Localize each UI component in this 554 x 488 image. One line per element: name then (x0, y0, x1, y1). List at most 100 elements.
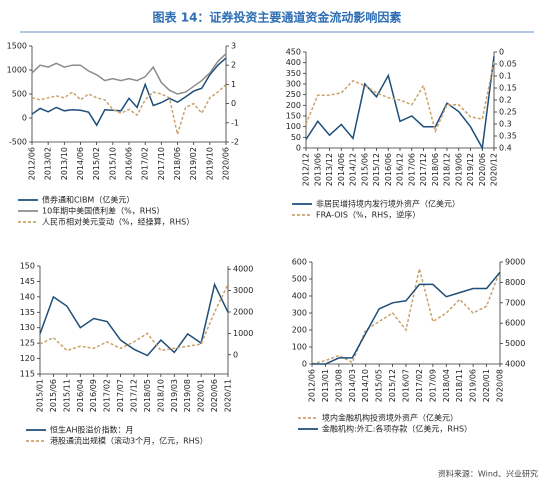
y-tick-label: 140 (20, 292, 35, 301)
x-tick-label: 2013/10 (60, 147, 69, 180)
y2-tick-label: 2 (231, 61, 236, 70)
x-tick-label: 2016/06 (125, 147, 134, 180)
x-tick-label: 2016/12 (396, 153, 405, 186)
y-tick-label: 200 (286, 101, 301, 110)
x-tick-label: 2017/02 (103, 379, 112, 412)
y2-tick-label: 0.15 (499, 84, 517, 93)
x-tick-label: 2016/07 (402, 369, 411, 402)
x-tick-label: 2012/06 (308, 369, 317, 402)
x-tick-label: 2017/06 (407, 153, 416, 186)
legend-label: 债券通和CIBM（亿美元） (42, 195, 134, 205)
x-tick-label: 2016/09 (89, 379, 98, 412)
series-line (312, 271, 501, 365)
source-note: 资料来源：Wind、兴业研究 (438, 469, 538, 479)
x-tick-label: 2014/03 (348, 369, 357, 402)
y-tick-label: 350 (286, 69, 301, 78)
legend-label: 金融机构:外汇:各项存款（亿美元，RHS） (322, 424, 472, 434)
x-tick-label: 2020/06 (210, 379, 219, 412)
x-tick-label: 2017/02 (415, 369, 424, 402)
y2-tick-label: 9000 (505, 258, 525, 267)
y2-tick-label: 0.1 (499, 72, 512, 81)
x-tick-label: 2017/10 (157, 147, 166, 180)
y-tick-label: 300 (292, 309, 307, 318)
x-tick-label: 2015/12 (388, 369, 397, 402)
x-tick-label: 2017/02 (141, 147, 150, 180)
y-tick-label: 100 (286, 122, 301, 131)
x-tick-label: 2015/05 (375, 369, 384, 402)
y2-tick-label: 1 (231, 80, 236, 89)
x-tick-label: 2012/12 (302, 153, 311, 186)
x-tick-label: 2015/10 (108, 147, 117, 180)
figure-title: 图表 14：证券投资主要通道资金流动影响因素 (153, 10, 402, 25)
series-line (305, 61, 495, 134)
x-tick-label: 2017/12 (130, 379, 139, 412)
x-tick-label: 2014/06 (76, 147, 85, 180)
x-tick-label: 2015/01 (36, 379, 45, 412)
x-tick-label: 2020/06 (222, 147, 231, 180)
x-tick-label: 2013/02 (44, 147, 53, 180)
x-tick-label: 2018/06 (173, 147, 182, 180)
series-line (305, 56, 495, 151)
y2-tick-label: 1000 (233, 329, 253, 338)
x-tick-label: 2020/01 (482, 369, 491, 402)
x-tick-label: 2019/03 (170, 379, 179, 412)
y-tick-label: 50 (291, 133, 301, 142)
x-tick-label: 2018/12 (443, 153, 452, 186)
y-tick-label: 500 (12, 90, 27, 99)
legend-label: 境内金融机构投资境外资产（亿美元） (322, 413, 458, 423)
x-tick-label: 2014/10 (361, 369, 370, 402)
legend-label: 10年期中美国债利差（%，RHS） (42, 206, 164, 216)
y-tick-label: 130 (20, 323, 35, 332)
legend-label: FRA-OIS（%，RHS，逆序） (316, 210, 420, 220)
y2-tick-label: 4000 (505, 360, 525, 369)
x-tick-label: 2016/04 (76, 379, 85, 412)
y-tick-label: 0 (22, 114, 27, 123)
y2-tick-label: 0.25 (499, 108, 517, 117)
y2-tick-label: 0.2 (499, 96, 512, 105)
y-tick-label: 125 (20, 339, 35, 348)
x-tick-label: 2019/08 (183, 379, 192, 412)
x-tick-label: 2015/02 (92, 147, 101, 180)
x-tick-label: 2020/08 (496, 369, 505, 402)
x-tick-label: 2020/12 (490, 153, 499, 186)
x-tick-label: 2018/05 (143, 379, 152, 412)
x-tick-label: 2019/12 (466, 153, 475, 186)
x-tick-label: 2013/06 (313, 153, 322, 186)
legend-label: 人民币相对美元变动（%，经操算，RHS） (42, 217, 194, 227)
y-tick-label: 135 (20, 308, 35, 317)
x-tick-label: 2019/06 (469, 369, 478, 402)
x-tick-label: 2018/10 (156, 379, 165, 412)
y2-tick-label: 0.05 (499, 60, 517, 69)
y-tick-label: 400 (286, 58, 301, 67)
x-tick-label: 2015/06 (49, 379, 58, 412)
y2-tick-label: -2 (231, 138, 239, 147)
y-tick-label: 150 (286, 112, 301, 121)
x-tick-label: 2013/12 (325, 153, 334, 186)
y-tick-label: 0 (302, 360, 307, 369)
x-tick-label: 2015/11 (62, 379, 71, 412)
x-tick-label: 2012/06 (28, 147, 37, 180)
y-tick-label: 250 (286, 90, 301, 99)
y2-tick-label: 2000 (233, 307, 253, 316)
x-tick-label: 2019/02 (189, 147, 198, 180)
x-tick-label: 2013/01 (321, 369, 330, 402)
y-tick-label: 600 (292, 258, 307, 267)
y-tick-label: 115 (20, 370, 35, 379)
series-line (31, 53, 227, 95)
x-tick-label: 2017/12 (419, 153, 428, 186)
y-tick-label: 120 (20, 354, 35, 363)
y-tick-label: 1500 (7, 42, 27, 51)
series-line (39, 283, 229, 352)
x-tick-label: 2015/12 (372, 153, 381, 186)
x-tick-label: 2020/11 (224, 379, 233, 412)
x-tick-label: 2018/04 (442, 369, 451, 402)
y2-tick-label: 0.3 (499, 120, 512, 129)
series-line (31, 57, 227, 127)
x-tick-label: 2013/08 (334, 369, 343, 402)
y2-tick-label: 0 (233, 350, 238, 359)
y2-tick-label: 0 (231, 99, 236, 108)
y2-tick-label: 3000 (233, 286, 253, 295)
y2-tick-label: 0 (499, 48, 504, 57)
y-tick-label: 200 (292, 326, 307, 335)
x-tick-label: 2017/07 (116, 379, 125, 412)
